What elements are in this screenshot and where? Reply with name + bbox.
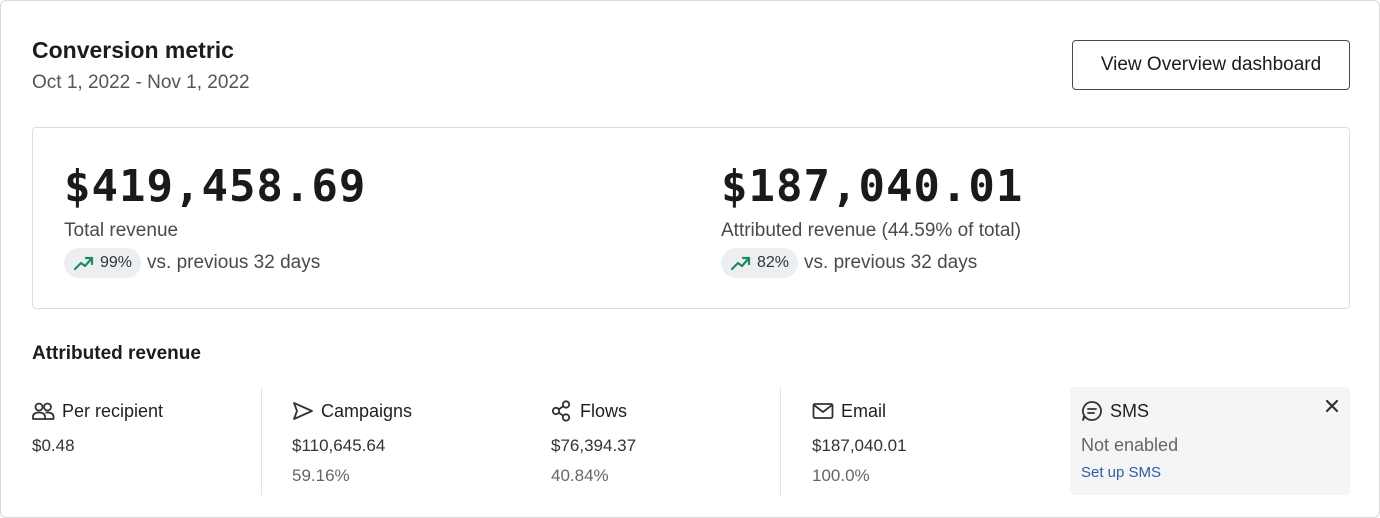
total-revenue-metric: $419,458.69 Total revenue 99% vs. previo… — [64, 162, 366, 278]
page-title: Conversion metric — [32, 37, 234, 63]
column-percent: 100.0% — [812, 466, 870, 485]
email-header: Email — [812, 397, 1050, 425]
users-icon — [32, 402, 55, 420]
campaigns-header: Campaigns — [292, 397, 521, 425]
trend-up-icon — [74, 256, 94, 271]
per-recipient-column: Per recipient $0.48 — [32, 387, 262, 495]
close-icon — [1325, 399, 1339, 413]
close-sms-button[interactable] — [1321, 395, 1343, 417]
column-label: Per recipient — [62, 400, 164, 421]
change-badge: 99% — [64, 248, 142, 278]
comparison-text: vs. previous 32 days — [804, 252, 978, 273]
attributed-revenue-section-title: Attributed revenue — [32, 343, 201, 364]
column-value: $0.48 — [32, 436, 75, 455]
date-range: Oct 1, 2022 - Nov 1, 2022 — [32, 72, 250, 93]
column-label: Flows — [580, 400, 628, 421]
flows-header: Flows — [551, 397, 780, 425]
attributed-revenue-value: $187,040.01 — [721, 161, 1024, 212]
flow-icon — [551, 400, 571, 422]
column-value: $76,394.37 — [551, 436, 637, 455]
email-column: Email $187,040.01 100.0% — [780, 387, 1050, 495]
total-revenue-value: $419,458.69 — [64, 161, 367, 212]
flows-column: Flows $76,394.37 40.84% — [551, 387, 780, 495]
send-icon — [293, 402, 313, 420]
column-label: SMS — [1110, 400, 1150, 421]
sms-icon — [1082, 401, 1102, 421]
campaigns-column: Campaigns $110,645.64 59.16% — [261, 387, 521, 495]
trend-up-icon — [731, 256, 751, 271]
change-percent: 82% — [757, 254, 790, 271]
view-overview-dashboard-button[interactable]: View Overview dashboard — [1072, 40, 1350, 90]
sms-header: SMS — [1081, 397, 1149, 425]
change-percent: 99% — [100, 254, 133, 271]
change-badge: 82% — [721, 248, 799, 278]
column-label: Campaigns — [321, 400, 413, 421]
sms-status: Not enabled — [1081, 435, 1179, 455]
comparison-text: vs. previous 32 days — [147, 252, 321, 273]
sms-panel: SMS Not enabled Set up SMS — [1070, 387, 1350, 495]
attributed-revenue-change: 82% vs. previous 32 days — [721, 248, 1023, 278]
column-value: $110,645.64 — [292, 436, 386, 455]
attributed-revenue-metric: $187,040.01 Attributed revenue (44.59% o… — [721, 162, 1023, 278]
column-value: $187,040.01 — [812, 436, 907, 455]
attributed-revenue-label: Attributed revenue (44.59% of total) — [721, 220, 1021, 241]
summary-metrics: $419,458.69 Total revenue 99% vs. previo… — [32, 127, 1350, 309]
column-percent: 59.16% — [292, 466, 350, 485]
total-revenue-change: 99% vs. previous 32 days — [64, 248, 366, 278]
set-up-sms-link[interactable]: Set up SMS — [1081, 464, 1162, 481]
mail-icon — [812, 403, 834, 419]
column-label: Email — [841, 400, 887, 421]
per-recipient-header: Per recipient — [32, 397, 262, 425]
total-revenue-label: Total revenue — [64, 220, 179, 241]
column-percent: 40.84% — [551, 466, 609, 485]
